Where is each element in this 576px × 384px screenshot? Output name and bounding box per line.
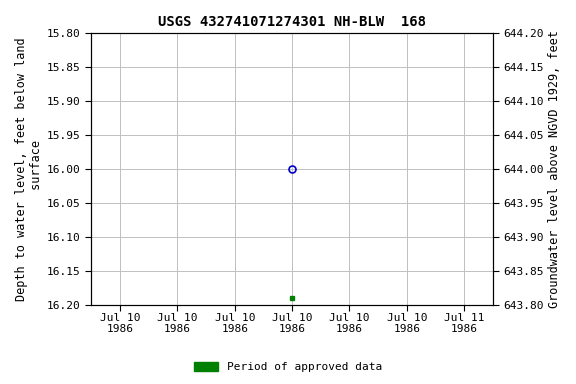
Y-axis label: Groundwater level above NGVD 1929, feet: Groundwater level above NGVD 1929, feet [548, 30, 561, 308]
Title: USGS 432741071274301 NH-BLW  168: USGS 432741071274301 NH-BLW 168 [158, 15, 426, 29]
Y-axis label: Depth to water level, feet below land
 surface: Depth to water level, feet below land su… [15, 37, 43, 301]
Legend: Period of approved data: Period of approved data [190, 357, 386, 377]
